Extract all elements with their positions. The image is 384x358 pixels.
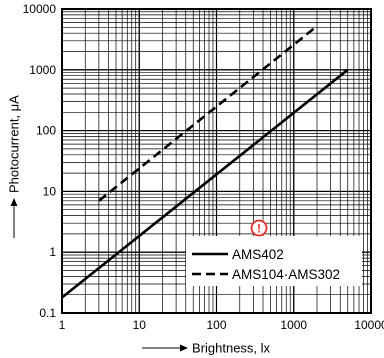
y-axis-label: Photocurrent, μA	[7, 95, 22, 193]
x-tick-label: 1000	[280, 318, 307, 332]
legend-label: AMS402	[232, 247, 284, 262]
warning-icon-circle	[250, 219, 268, 237]
x-tick-label: 1	[59, 318, 66, 332]
legend-background	[186, 236, 362, 286]
legend: AMS402 AMS104·AMS302	[186, 236, 362, 286]
x-axis-title: Brightness, lx	[142, 341, 271, 356]
plot-frame	[61, 8, 372, 314]
y-tick-label: 10	[43, 184, 57, 198]
warning-icon-glyph: !	[257, 222, 261, 236]
x-axis-label: Brightness, lx	[192, 341, 271, 356]
y-tick-label: 1000	[29, 63, 56, 77]
x-tick-label: 100	[206, 318, 226, 332]
series-layer	[61, 27, 349, 299]
x-tick-label: 10	[133, 318, 147, 332]
y-tick-label: 10000	[23, 2, 57, 16]
x-tick-label: 10000	[354, 318, 384, 332]
series-line-ams104-ams302	[98, 27, 315, 202]
y-axis-title: Photocurrent, μA	[7, 95, 22, 238]
series-line-ams402	[61, 68, 349, 299]
y-tick-label: 100	[36, 124, 56, 138]
y-tick-label: 1	[49, 245, 56, 259]
y-axis-arrow-head	[10, 198, 18, 206]
x-axis-arrow-head	[180, 344, 188, 352]
legend-label: AMS104·AMS302	[232, 267, 340, 282]
warning-icon: !	[250, 219, 268, 237]
y-tick-label: 0.1	[39, 306, 56, 320]
